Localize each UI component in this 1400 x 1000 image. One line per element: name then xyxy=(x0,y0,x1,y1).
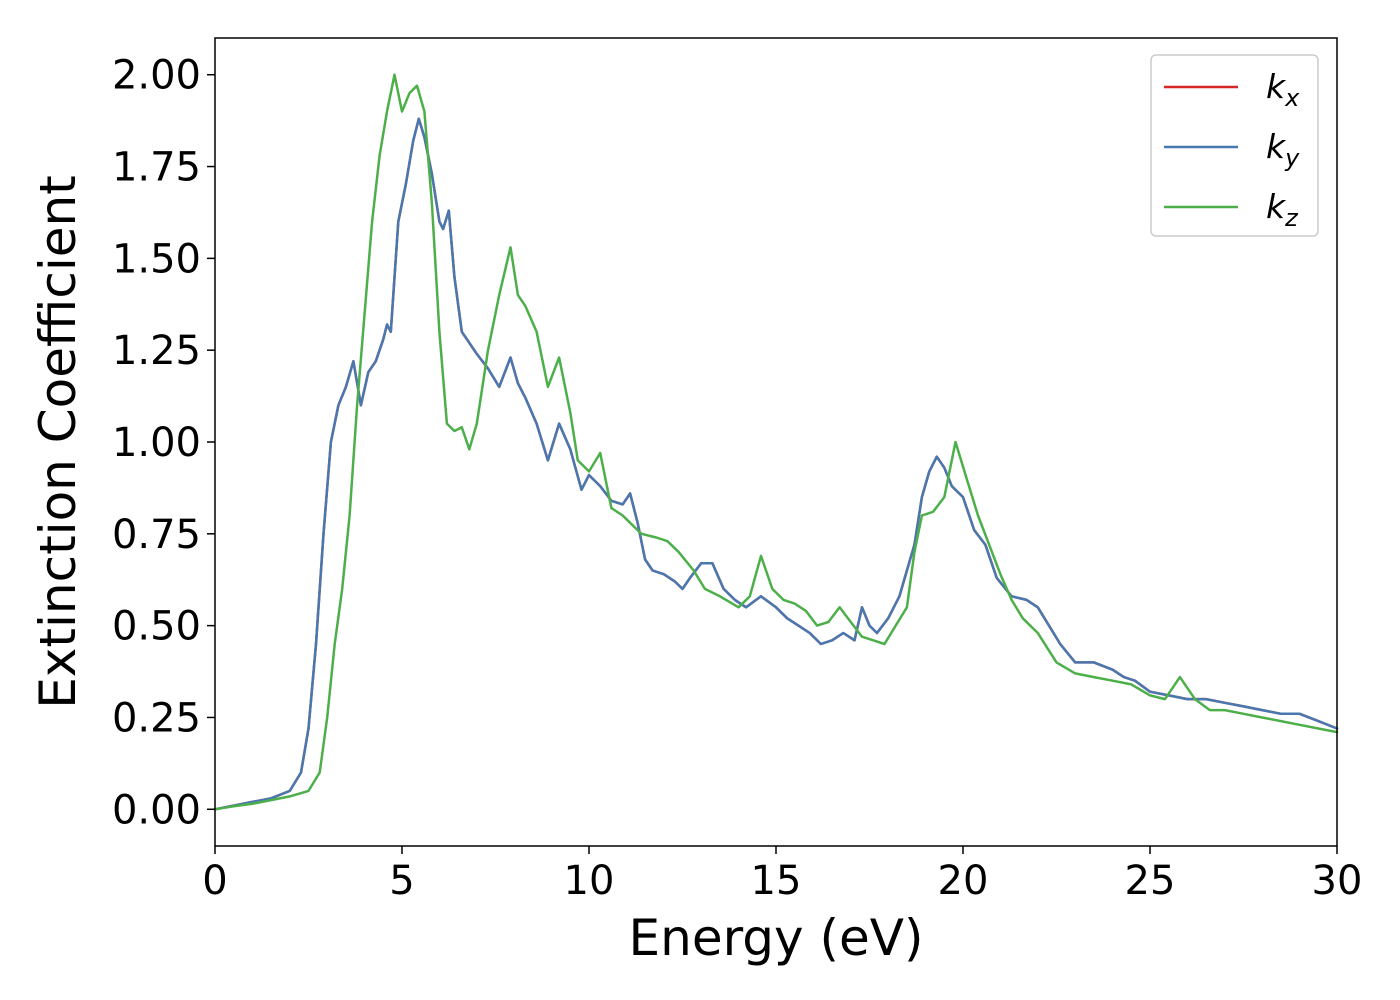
series-line-k-z xyxy=(213,73,1339,811)
x-axis-ticks: 0 5 10 15 20 25 30 xyxy=(202,846,1362,904)
legend: kx ky kz xyxy=(1150,54,1319,237)
x-tick-label: 5 xyxy=(389,858,414,904)
legend-label-k-x: kx xyxy=(1266,67,1300,112)
x-tick-label: 25 xyxy=(1125,858,1176,904)
x-tick-label: 20 xyxy=(938,858,989,904)
x-tick-label: 15 xyxy=(751,858,802,904)
y-tick-label: 0.50 xyxy=(112,604,201,650)
series-line-k-y xyxy=(213,117,1339,811)
x-tick-label: 30 xyxy=(1312,858,1363,904)
y-tick-label: 1.00 xyxy=(112,420,201,466)
x-tick-label: 0 xyxy=(202,858,227,904)
y-tick-label: 1.75 xyxy=(112,145,201,191)
y-tick-label: 1.25 xyxy=(112,328,201,374)
y-tick-label: 0.00 xyxy=(112,787,201,833)
y-tick-label: 2.00 xyxy=(112,53,201,99)
x-axis-label: Energy (eV) xyxy=(629,909,924,967)
y-tick-label: 1.50 xyxy=(112,236,201,282)
x-tick-label: 10 xyxy=(564,858,615,904)
y-axis-ticks: 0.00 0.25 0.50 0.75 1.00 1.25 1.50 1.75 2.00 xyxy=(112,53,215,833)
legend-label-k-z: kz xyxy=(1266,187,1299,232)
y-tick-label: 0.75 xyxy=(112,512,201,558)
y-tick-label: 0.25 xyxy=(112,695,201,741)
series-layer xyxy=(213,73,1339,811)
legend-box xyxy=(1150,54,1319,237)
legend-label-k-y: ky xyxy=(1266,127,1300,172)
y-axis-label: Extinction Coefficient xyxy=(29,175,87,709)
